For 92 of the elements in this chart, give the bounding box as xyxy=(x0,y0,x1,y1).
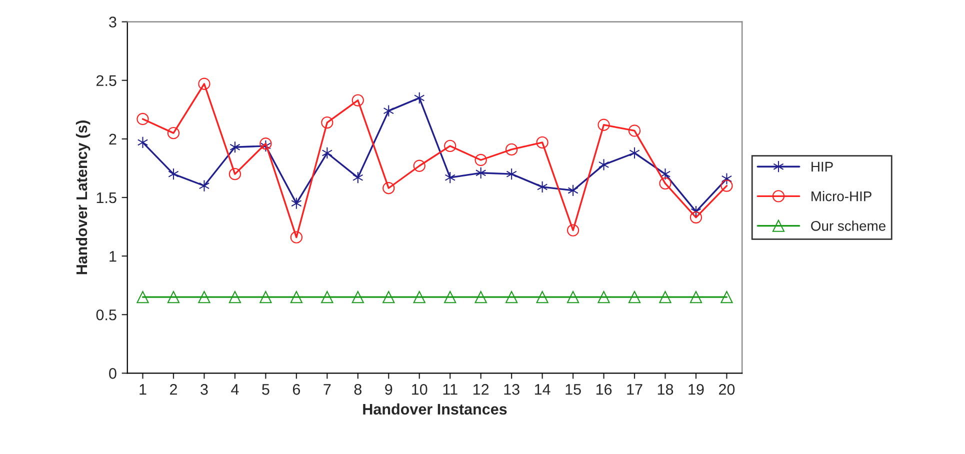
point xyxy=(137,136,148,149)
point xyxy=(413,290,426,304)
point xyxy=(505,143,518,156)
point xyxy=(474,154,487,166)
point xyxy=(322,146,332,160)
point xyxy=(660,168,671,180)
y-tick-label: 1.5 xyxy=(96,192,116,204)
point xyxy=(414,92,425,104)
point xyxy=(260,140,272,152)
point xyxy=(628,290,641,304)
point xyxy=(352,94,364,106)
point xyxy=(566,224,580,236)
point xyxy=(382,182,395,194)
legend-label: Our scheme xyxy=(811,220,886,231)
point xyxy=(598,158,610,171)
x-tick-label: 14 xyxy=(534,384,550,395)
x-tick-label: 16 xyxy=(596,384,612,395)
point xyxy=(721,172,732,185)
point xyxy=(136,290,149,304)
point xyxy=(382,290,395,304)
point xyxy=(167,290,180,304)
point xyxy=(536,180,548,194)
point xyxy=(659,177,672,190)
x-tick-label: 19 xyxy=(688,384,704,395)
point xyxy=(260,138,272,150)
point xyxy=(198,290,210,304)
legend-label: Micro-HIP xyxy=(812,191,872,202)
x-tick-label: 18 xyxy=(658,384,674,395)
point xyxy=(720,290,733,304)
point xyxy=(167,126,180,140)
point xyxy=(413,160,426,172)
point xyxy=(290,231,302,244)
point xyxy=(476,166,486,179)
point xyxy=(444,290,456,304)
x-axis-title: Handover Instances xyxy=(363,403,507,415)
point xyxy=(568,184,578,197)
x-tick-label: 2 xyxy=(170,384,177,395)
point xyxy=(690,205,702,218)
point xyxy=(598,290,610,304)
point xyxy=(321,116,334,129)
x-tick-label: 15 xyxy=(566,384,581,395)
point xyxy=(536,290,548,304)
x-tick-label: 11 xyxy=(443,384,458,395)
point xyxy=(228,168,242,180)
point xyxy=(720,180,733,192)
point xyxy=(352,172,364,184)
point xyxy=(474,290,487,304)
point xyxy=(690,211,702,224)
point xyxy=(198,78,210,90)
point xyxy=(598,118,610,131)
x-tick-label: 17 xyxy=(627,384,642,395)
y-axis-title: Handover Latency (s) xyxy=(76,120,90,274)
point xyxy=(198,180,210,192)
x-tick-label: 4 xyxy=(231,384,239,395)
point xyxy=(136,112,149,126)
y-tick-label: 1 xyxy=(110,251,116,262)
y-tick-label: 3 xyxy=(109,16,116,28)
point xyxy=(444,172,456,184)
point xyxy=(168,168,179,180)
x-tick-label: 7 xyxy=(324,384,331,395)
x-tick-label: 6 xyxy=(292,384,300,395)
point xyxy=(629,146,640,160)
point xyxy=(321,290,334,304)
x-tick-label: 8 xyxy=(354,384,362,395)
y-tick-label: 0 xyxy=(109,368,116,379)
x-tick-label: 10 xyxy=(412,384,428,395)
y-tick-label: 2.5 xyxy=(96,75,116,86)
x-tick-label: 5 xyxy=(262,384,270,395)
point xyxy=(228,290,242,304)
point xyxy=(505,290,518,304)
x-tick-label: 12 xyxy=(474,384,489,395)
y-tick-label: 0.5 xyxy=(96,309,116,320)
point xyxy=(352,290,364,304)
point xyxy=(506,168,517,180)
point xyxy=(536,136,548,149)
point xyxy=(230,141,240,154)
x-tick-label: 9 xyxy=(385,384,392,395)
point xyxy=(628,124,641,137)
y-tick-label: 2 xyxy=(109,134,116,144)
point xyxy=(566,290,580,304)
point xyxy=(444,140,456,152)
point xyxy=(690,290,702,304)
x-tick-label: 3 xyxy=(200,384,208,395)
point xyxy=(383,104,394,117)
point xyxy=(290,290,302,304)
x-tick-label: 1 xyxy=(140,384,146,395)
point xyxy=(291,197,302,210)
point xyxy=(659,290,672,304)
x-tick-label: 20 xyxy=(718,384,735,395)
x-tick-label: 13 xyxy=(504,384,520,395)
point xyxy=(260,290,272,304)
legend-label: HIP xyxy=(812,162,833,172)
